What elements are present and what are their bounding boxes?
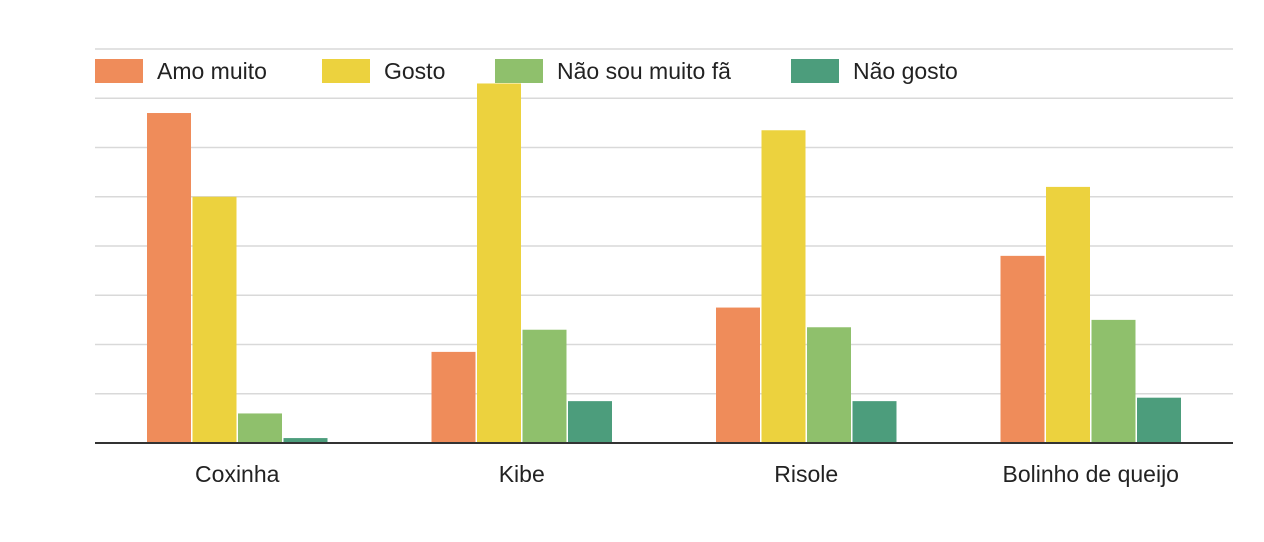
legend-swatch [95, 59, 143, 83]
bar-bolinho-de-queijo-1 [1046, 186, 1090, 443]
bar-coxinha-0 [147, 113, 191, 444]
bar-risole-3 [852, 401, 897, 443]
x-tick-label: Risole [774, 461, 838, 487]
legend-swatch [495, 59, 543, 83]
bar-risole-2 [807, 327, 851, 443]
legend: Amo muito Gosto Não sou muito fã Não gosto [95, 58, 958, 84]
legend-label: Gosto [384, 58, 445, 84]
x-tick-labels: Coxinha Kibe Risole Bolinho de queijo [195, 461, 1179, 487]
bar-bolinho-de-queijo-2 [1091, 319, 1136, 443]
bar-kibe-1 [477, 83, 521, 443]
legend-label: Não sou muito fã [557, 58, 731, 84]
legend-label: Não gosto [853, 58, 958, 84]
legend-label: Amo muito [157, 58, 267, 84]
bar-coxinha-2 [238, 413, 282, 443]
bar-coxinha-3 [283, 438, 328, 443]
bar-kibe-3 [568, 401, 612, 443]
legend-swatch [322, 59, 370, 83]
bar-bolinho-de-queijo-3 [1137, 397, 1181, 443]
x-tick-label: Coxinha [195, 461, 280, 487]
legend-swatch [791, 59, 839, 83]
gridlines [95, 48, 1233, 395]
bar-kibe-0 [431, 351, 476, 443]
bar-bolinho-de-queijo-0 [1000, 255, 1045, 443]
x-tick-label: Kibe [499, 461, 545, 487]
bar-risole-1 [761, 130, 806, 443]
bar-kibe-2 [522, 329, 567, 443]
bars [147, 83, 1181, 444]
bar-risole-0 [716, 307, 760, 443]
bar-coxinha-1 [192, 196, 237, 443]
x-tick-label: Bolinho de queijo [1003, 461, 1179, 487]
